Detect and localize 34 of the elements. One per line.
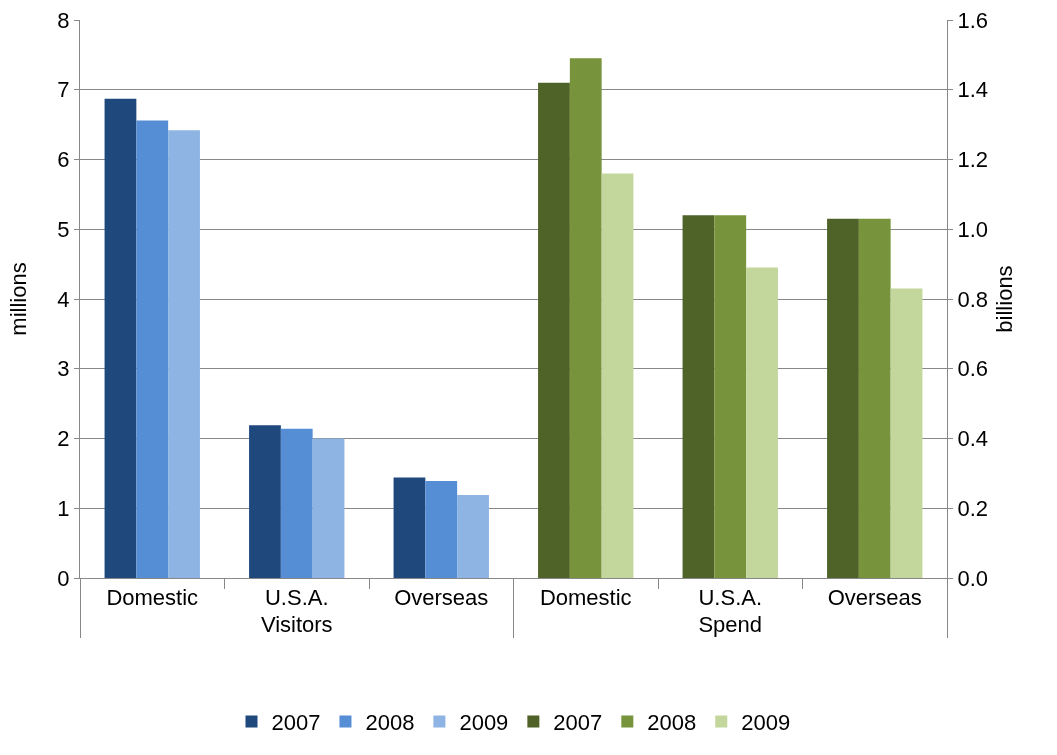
y2-tick-label: 1.0 <box>957 216 988 242</box>
text: Spend <box>698 612 763 638</box>
y2-tick-label: 0.0 <box>957 565 988 591</box>
y2-tick-label: 1.4 <box>957 77 988 103</box>
legend-label: 2007 <box>271 710 321 736</box>
y-axis-title: millions <box>6 262 31 336</box>
y-tick-label: 2 <box>57 426 70 452</box>
y-tick-label: 4 <box>57 286 70 312</box>
legend-label: 2007 <box>553 710 603 736</box>
x-tick-label: Domestic <box>106 585 199 611</box>
y-tick-label: 0 <box>57 565 70 591</box>
y-tick-label: 5 <box>57 216 70 242</box>
x-tick-label: Domestic <box>539 585 632 611</box>
x-tick-label: Overseas <box>827 585 922 611</box>
y-tick-label: 3 <box>57 356 70 382</box>
x-tick-label: U.S.A. <box>264 585 329 611</box>
y-tick-label: 6 <box>57 147 70 173</box>
legend-label: 2008 <box>647 710 697 736</box>
y2-tick-label: 0.8 <box>957 286 988 312</box>
y2-tick-label: 0.6 <box>957 356 988 382</box>
y2-tick-label: 1.2 <box>957 147 988 173</box>
y2-axis-title: billions <box>992 265 1017 333</box>
y-tick-label: 8 <box>57 7 70 33</box>
y-tick-label: 1 <box>57 495 70 521</box>
y2-tick-label: 1.6 <box>957 7 988 33</box>
legend-label: 2009 <box>741 710 791 736</box>
y-tick-label: 7 <box>57 77 70 103</box>
legend-label: 2008 <box>365 710 415 736</box>
legend-label: 2009 <box>459 710 509 736</box>
x-tick-label: U.S.A. <box>698 585 763 611</box>
text: Visitors <box>260 612 333 638</box>
x-tick-label: Overseas <box>394 585 489 611</box>
y2-tick-label: 0.2 <box>957 495 988 521</box>
y2-tick-label: 0.4 <box>957 426 988 452</box>
